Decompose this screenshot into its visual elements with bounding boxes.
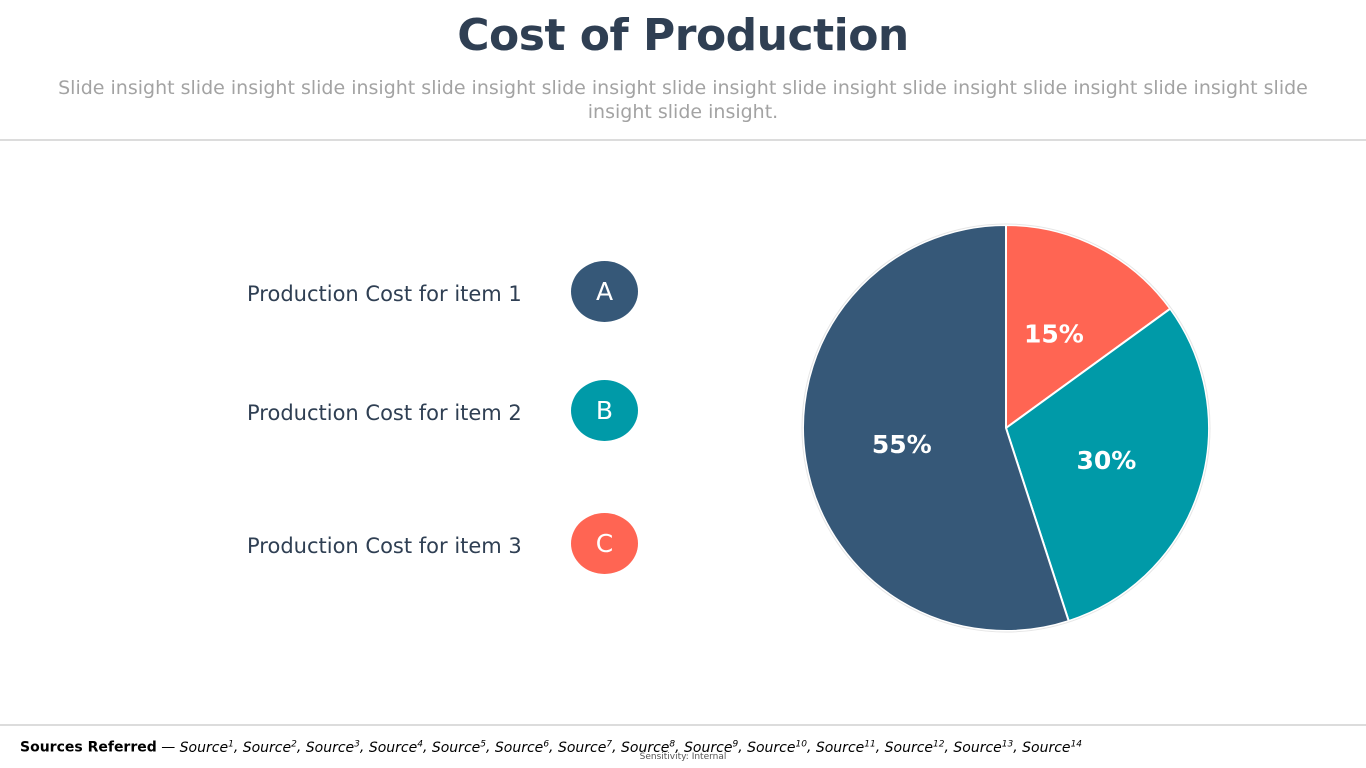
source-ref-number: 14 — [1070, 739, 1083, 749]
pie-label-b: 30% — [1076, 446, 1136, 475]
source-ref-number: 2 — [291, 739, 297, 749]
sources-list: Source1, Source2, Source3, Source4, Sour… — [179, 739, 1083, 756]
source-ref: Source12 — [884, 739, 945, 756]
legend-badge-a: A — [571, 261, 638, 322]
source-ref-number: 1 — [228, 739, 234, 749]
source-ref: Source8 — [621, 739, 676, 756]
source-ref: Source10 — [747, 739, 807, 756]
source-ref-number: 3 — [354, 739, 360, 749]
source-ref: Source13 — [953, 739, 1014, 756]
source-ref-number: 13 — [1001, 739, 1014, 749]
footer-divider — [0, 724, 1366, 726]
pie-slice-a — [802, 223, 1070, 632]
pie-slice-b — [1004, 307, 1210, 623]
source-ref: Source4 — [368, 739, 423, 756]
source-ref: Source14 — [1022, 739, 1083, 756]
source-ref-number: 8 — [669, 739, 676, 749]
source-ref-number: 10 — [795, 739, 807, 749]
pie-outline — [801, 223, 1211, 633]
header-divider — [0, 139, 1366, 141]
source-ref: Source2 — [242, 739, 297, 756]
source-ref: Source7 — [557, 739, 613, 756]
source-ref-number: 7 — [606, 739, 613, 749]
source-ref: Source5 — [431, 739, 486, 756]
legend-label-item-1: Production Cost for item 1 — [247, 282, 522, 306]
slide-title: Cost of Production — [457, 10, 909, 61]
legend-badge-b: B — [571, 380, 638, 441]
source-ref-number: 12 — [933, 739, 945, 749]
source-ref-number: 9 — [732, 739, 739, 749]
pie-label-a: 55% — [872, 430, 932, 459]
source-ref-number: 5 — [480, 739, 486, 749]
sources-footer: Sources Referred — Source1, Source2, Sou… — [20, 739, 1082, 756]
sources-separator: — — [156, 739, 180, 756]
source-ref: Source11 — [815, 739, 876, 756]
legend-label-item-2: Production Cost for item 2 — [247, 401, 522, 425]
source-ref: Source1 — [179, 739, 234, 756]
legend-label-item-3: Production Cost for item 3 — [247, 534, 522, 558]
source-ref-number: 6 — [543, 739, 550, 749]
sensitivity-label: Sensitivity: Internal — [639, 752, 727, 762]
pie-label-c: 15% — [1024, 319, 1084, 348]
source-ref: Source9 — [684, 739, 739, 756]
sources-label: Sources Referred — [20, 739, 157, 756]
source-ref: Source6 — [494, 739, 550, 756]
source-ref-number: 4 — [417, 739, 423, 749]
source-ref-number: 11 — [864, 739, 876, 749]
legend-badge-c: C — [571, 513, 638, 574]
pie-slice-c — [1005, 223, 1172, 430]
source-ref: Source3 — [305, 739, 360, 756]
slide-subtitle: Slide insight slide insight slide insigh… — [58, 77, 1308, 123]
